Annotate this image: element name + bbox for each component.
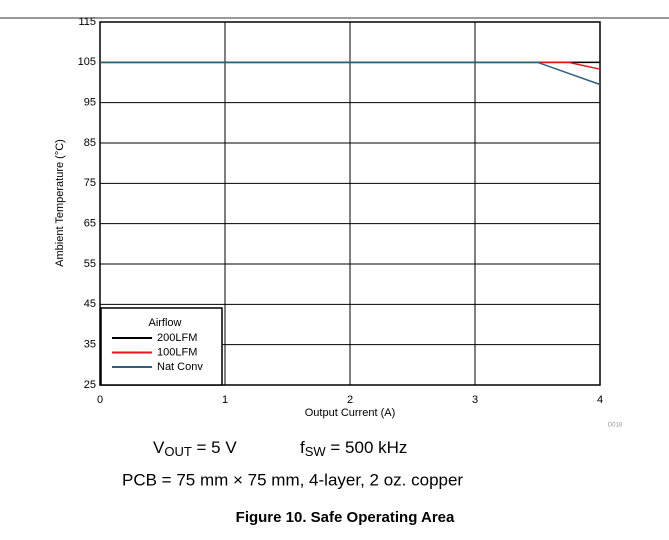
y-tick-label: 115 <box>78 16 96 28</box>
vout-sub: OUT <box>164 444 192 459</box>
plot-border <box>99 21 601 386</box>
fsw-rest: = 500 kHz <box>326 438 408 457</box>
fsw-sub: SW <box>305 444 327 459</box>
series-line <box>100 61 601 86</box>
y-tick-label: 65 <box>84 218 96 230</box>
x-tick-label: 0 <box>97 394 103 406</box>
figure-code: D018 <box>608 423 623 429</box>
y-tick-label: 105 <box>78 56 96 68</box>
vout-rest: = 5 V <box>192 438 238 457</box>
x-tick-label: 3 <box>472 394 478 406</box>
vout-base: V <box>153 438 165 457</box>
y-tick-label: 95 <box>84 97 96 109</box>
legend-label: 200LFM <box>157 332 197 344</box>
y-tick-label: 35 <box>84 339 96 351</box>
condition-vout: VOUT = 5 V <box>153 438 237 459</box>
legend-title: Airflow <box>148 317 181 329</box>
legend-label: 100LFM <box>157 346 197 358</box>
y-tick-label: 85 <box>84 137 96 149</box>
legend-label: Nat Conv <box>157 361 203 373</box>
condition-fsw: fSW = 500 kHz <box>300 438 407 459</box>
x-tick-label: 1 <box>222 394 228 406</box>
x-tick-label: 4 <box>597 394 603 406</box>
legend-box <box>100 307 223 386</box>
y-tick-label: 25 <box>84 379 96 391</box>
x-axis-label: Output Current (A) <box>305 407 395 419</box>
y-tick-label: 45 <box>84 298 96 310</box>
fsw-base: f <box>300 438 305 457</box>
y-tick-label: 55 <box>84 258 96 270</box>
caption: Figure 10. Safe Operating Area <box>236 509 455 526</box>
y-tick-label: 75 <box>84 177 96 189</box>
x-tick-label: 2 <box>347 394 353 406</box>
y-axis-label: Ambient Temperature (°C) <box>54 139 66 267</box>
condition-pcb: PCB = 75 mm × 75 mm, 4-layer, 2 oz. copp… <box>122 470 463 489</box>
